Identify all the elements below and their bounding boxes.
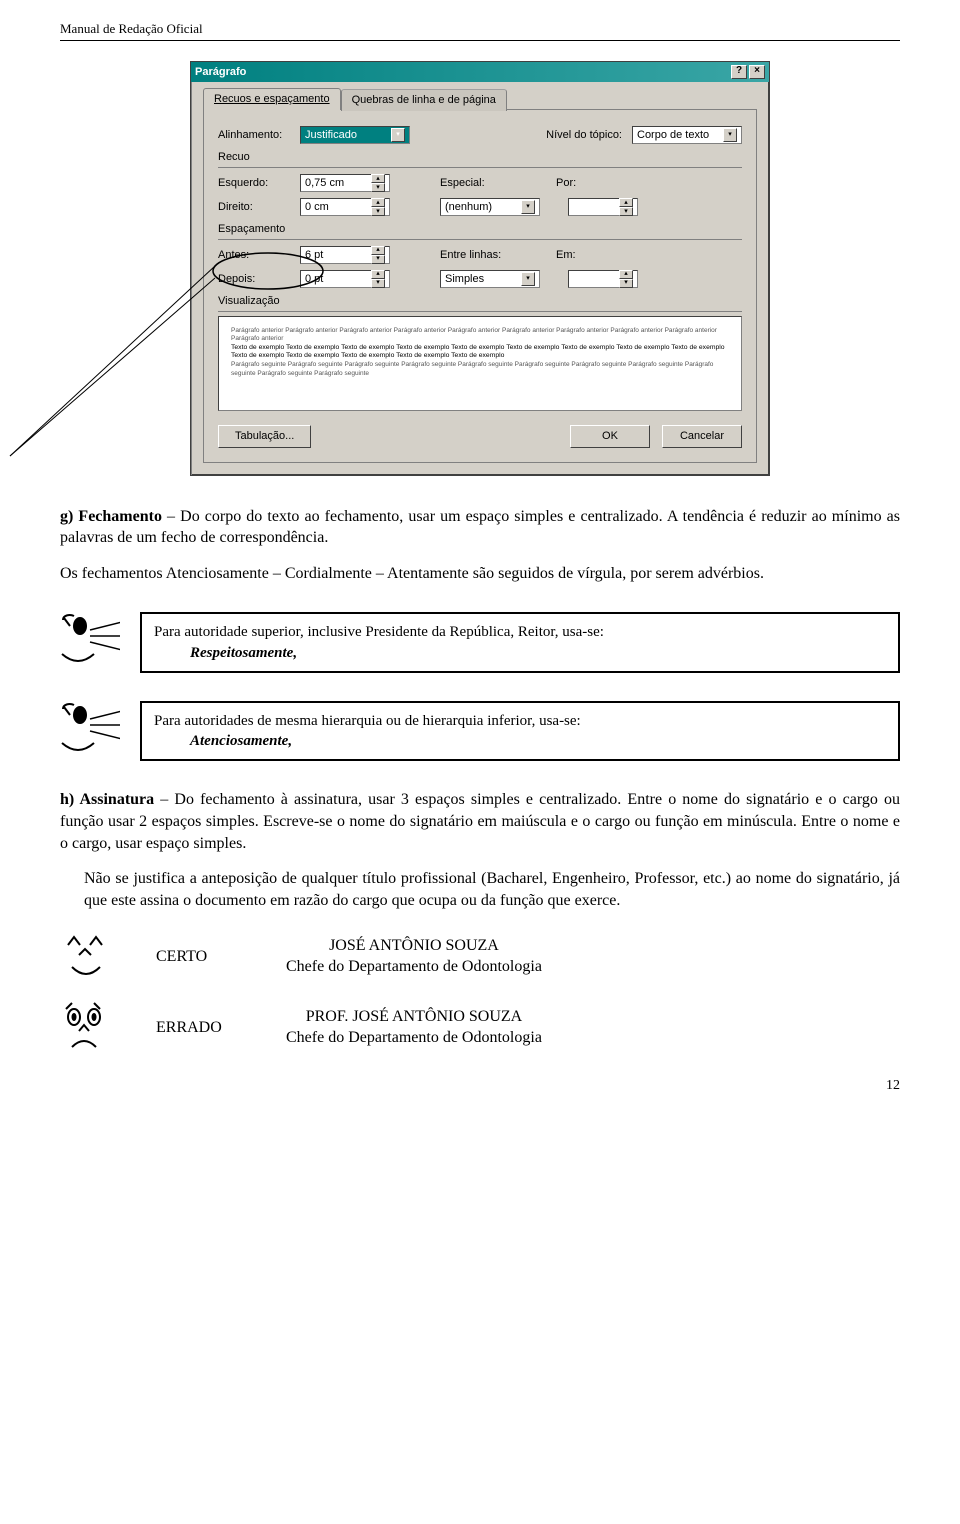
paragraph-dialog: Parágrafo ? × Recuos e espaçamento Quebr… bbox=[190, 61, 770, 476]
direito-value: 0 cm bbox=[305, 200, 329, 215]
preview-box: Parágrafo anterior Parágrafo anterior Pa… bbox=[218, 316, 742, 411]
spinner-down-icon[interactable]: ▾ bbox=[371, 255, 385, 264]
note1-line2: Respeitosamente, bbox=[154, 643, 886, 663]
divider bbox=[218, 311, 742, 312]
chevron-down-icon: ▾ bbox=[391, 128, 405, 142]
tabulacao-button[interactable]: Tabulação... bbox=[218, 425, 311, 448]
especial-value: (nenhum) bbox=[445, 200, 492, 215]
section-h-text1: – Do fechamento à assinatura, usar 3 esp… bbox=[60, 791, 900, 851]
spinner-down-icon[interactable]: ▾ bbox=[619, 279, 633, 288]
note2-line1: Para autoridades de mesma hierarquia ou … bbox=[154, 711, 886, 731]
chevron-down-icon: ▾ bbox=[723, 128, 737, 142]
note2-line2: Atenciosamente, bbox=[154, 731, 886, 751]
section-g-text1: – Do corpo do texto ao fechamento, usar … bbox=[60, 508, 900, 547]
chevron-down-icon: ▾ bbox=[521, 200, 535, 214]
face-wink-icon bbox=[60, 701, 120, 761]
direito-input[interactable]: 0 cm ▴▾ bbox=[300, 198, 390, 216]
spinner-up-icon[interactable]: ▴ bbox=[371, 198, 385, 207]
section-g-para2: Os fechamentos Atenciosamente – Cordialm… bbox=[60, 563, 900, 585]
visualizacao-group-label: Visualização bbox=[218, 294, 742, 309]
por-label: Por: bbox=[556, 176, 586, 191]
errado-role: Chefe do Departamento de Odontologia bbox=[286, 1027, 542, 1049]
spinner-down-icon[interactable]: ▾ bbox=[371, 183, 385, 192]
dialog-panel: Alinhamento: Justificado ▾ Nível do tópi… bbox=[203, 109, 757, 462]
em-input[interactable]: ▴▾ bbox=[568, 270, 638, 288]
spinner-down-icon[interactable]: ▾ bbox=[619, 207, 633, 216]
ok-button[interactable]: OK bbox=[570, 425, 650, 448]
section-h-para1: h) Assinatura – Do fechamento à assinatu… bbox=[60, 789, 900, 854]
recuo-group-label: Recuo bbox=[218, 150, 742, 165]
dialog-container: Parágrafo ? × Recuos e espaçamento Quebr… bbox=[60, 61, 900, 476]
close-button[interactable]: × bbox=[749, 65, 765, 79]
certo-name: JOSÉ ANTÔNIO SOUZA bbox=[286, 935, 542, 957]
em-label: Em: bbox=[556, 248, 586, 263]
section-h-heading: h) Assinatura bbox=[60, 791, 154, 808]
page-number: 12 bbox=[60, 1077, 900, 1096]
entre-combo[interactable]: Simples ▾ bbox=[440, 270, 540, 288]
esquerdo-input[interactable]: 0,75 cm ▴▾ bbox=[300, 174, 390, 192]
face-sad-icon bbox=[60, 1001, 116, 1053]
antes-label: Antes: bbox=[218, 248, 290, 263]
esquerdo-value: 0,75 cm bbox=[305, 176, 344, 191]
dialog-titlebar: Parágrafo ? × bbox=[191, 62, 769, 83]
note1-line1: Para autoridade superior, inclusive Pres… bbox=[154, 622, 886, 642]
note-box-1: Para autoridade superior, inclusive Pres… bbox=[140, 612, 900, 673]
entre-label: Entre linhas: bbox=[440, 248, 516, 263]
section-g-para1: g) Fechamento – Do corpo do texto ao fec… bbox=[60, 506, 900, 549]
certo-label: CERTO bbox=[156, 946, 246, 968]
section-h-para2: Não se justifica a anteposição de qualqu… bbox=[84, 868, 900, 911]
spinner-down-icon[interactable]: ▾ bbox=[371, 207, 385, 216]
certo-role: Chefe do Departamento de Odontologia bbox=[286, 956, 542, 978]
spinner-up-icon[interactable]: ▴ bbox=[371, 246, 385, 255]
certo-block: CERTO JOSÉ ANTÔNIO SOUZA Chefe do Depart… bbox=[60, 931, 900, 981]
espacamento-group-label: Espaçamento bbox=[218, 222, 742, 237]
especial-combo[interactable]: (nenhum) ▾ bbox=[440, 198, 540, 216]
divider bbox=[218, 167, 742, 168]
note-atenciosamente: Para autoridades de mesma hierarquia ou … bbox=[60, 701, 900, 762]
preview-grey-top: Parágrafo anterior Parágrafo anterior Pa… bbox=[231, 327, 729, 344]
alignment-value: Justificado bbox=[305, 128, 357, 143]
antes-input[interactable]: 6 pt ▴▾ bbox=[300, 246, 390, 264]
help-button[interactable]: ? bbox=[731, 65, 747, 79]
dialog-title: Parágrafo bbox=[195, 65, 246, 80]
level-value: Corpo de texto bbox=[637, 128, 709, 143]
chevron-down-icon: ▾ bbox=[521, 272, 535, 286]
depois-label: Depois: bbox=[218, 272, 290, 287]
preview-sample-text: Texto de exemplo Texto de exemplo Texto … bbox=[231, 344, 729, 362]
alignment-label: Alinhamento: bbox=[218, 128, 290, 143]
section-g-heading: g) Fechamento bbox=[60, 508, 162, 525]
cancel-button[interactable]: Cancelar bbox=[662, 425, 742, 448]
depois-value: 0 pt bbox=[305, 272, 323, 287]
entre-value: Simples bbox=[445, 272, 484, 287]
esquerdo-label: Esquerdo: bbox=[218, 176, 290, 191]
spinner-up-icon[interactable]: ▴ bbox=[371, 270, 385, 279]
tab-recuos[interactable]: Recuos e espaçamento bbox=[203, 88, 341, 110]
errado-label: ERRADO bbox=[156, 1017, 246, 1039]
level-label: Nível do tópico: bbox=[546, 128, 622, 143]
tab-quebras[interactable]: Quebras de linha e de página bbox=[341, 89, 507, 111]
face-wink-icon bbox=[60, 612, 120, 672]
por-input[interactable]: ▴▾ bbox=[568, 198, 638, 216]
spinner-up-icon[interactable]: ▴ bbox=[619, 270, 633, 279]
note-respeitosamente: Para autoridade superior, inclusive Pres… bbox=[60, 612, 900, 673]
alignment-combo[interactable]: Justificado ▾ bbox=[300, 126, 410, 144]
face-happy-icon bbox=[60, 931, 116, 981]
tab-recuos-label: Recuos e espaçamento bbox=[214, 93, 330, 105]
tab-quebras-label: Quebras de linha e de página bbox=[352, 94, 496, 106]
note-box-2: Para autoridades de mesma hierarquia ou … bbox=[140, 701, 900, 762]
spinner-down-icon[interactable]: ▾ bbox=[371, 279, 385, 288]
divider bbox=[218, 239, 742, 240]
document-header: Manual de Redação Oficial bbox=[60, 20, 900, 41]
spinner-up-icon[interactable]: ▴ bbox=[371, 174, 385, 183]
spinner-up-icon[interactable]: ▴ bbox=[619, 198, 633, 207]
errado-name: PROF. JOSÉ ANTÔNIO SOUZA bbox=[286, 1006, 542, 1028]
depois-input[interactable]: 0 pt ▴▾ bbox=[300, 270, 390, 288]
level-combo[interactable]: Corpo de texto ▾ bbox=[632, 126, 742, 144]
direito-label: Direito: bbox=[218, 200, 290, 215]
especial-label: Especial: bbox=[440, 176, 496, 191]
antes-value: 6 pt bbox=[305, 248, 323, 263]
preview-grey-bottom: Parágrafo seguinte Parágrafo seguinte Pa… bbox=[231, 361, 729, 378]
errado-block: ERRADO PROF. JOSÉ ANTÔNIO SOUZA Chefe do… bbox=[60, 1001, 900, 1053]
